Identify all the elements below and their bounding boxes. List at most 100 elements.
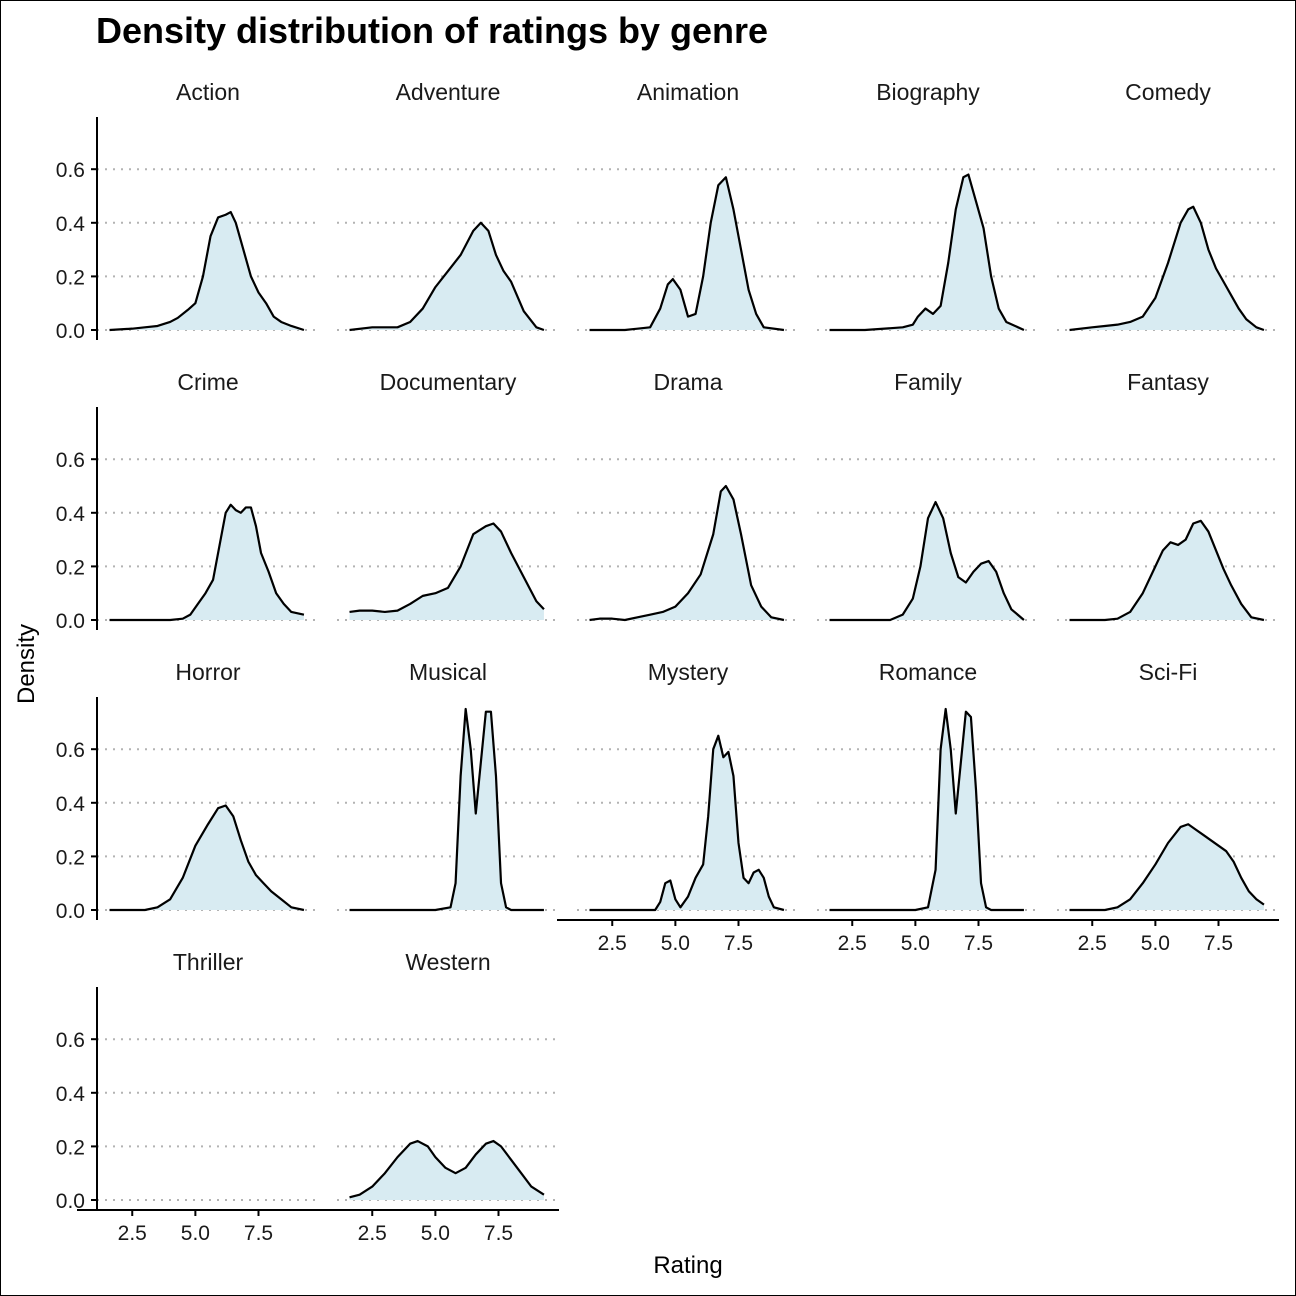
density-line	[1069, 823, 1265, 912]
density-area	[109, 212, 304, 330]
y-tick-label: 0.2	[56, 556, 85, 579]
panel-documentary: Documentary	[337, 369, 559, 621]
panel-title: Sci-Fi	[1139, 659, 1198, 685]
density-line	[349, 707, 544, 912]
density-line	[109, 804, 305, 912]
panel-family: Family	[817, 369, 1039, 622]
panel-title: Musical	[409, 659, 487, 685]
x-tick-label: 5.0	[661, 932, 690, 955]
panel-thriller: Thriller 0.0 0.2 0.4 0.6 2.5 5.0 7.5	[56, 949, 319, 1245]
panel-title: Comedy	[1125, 79, 1211, 105]
density-line	[589, 734, 785, 912]
panel-title: Biography	[876, 79, 980, 105]
panel-title: Documentary	[380, 369, 517, 395]
panel-crime: Crime 0.0 0.2 0.4 0.6	[56, 369, 319, 633]
density-line	[589, 176, 785, 332]
y-tick-label: 0.6	[56, 739, 85, 762]
x-tick-label: 2.5	[118, 1222, 147, 1245]
density-area	[829, 502, 1024, 620]
density-area	[589, 177, 784, 330]
panel-animation: Animation	[577, 79, 799, 332]
panel-comedy: Comedy	[1057, 79, 1279, 332]
panel-action: Action 0.0 0.2 0.4 0.6	[56, 79, 319, 343]
panel-mystery: Mystery 2.5 5.0 7.5	[557, 659, 799, 955]
panel-title: Animation	[637, 79, 739, 105]
panel-title: Horror	[175, 659, 241, 685]
panel-title: Fantasy	[1127, 369, 1209, 395]
panel-title: Family	[894, 369, 962, 395]
panel-title: Romance	[879, 659, 977, 685]
panel-romance: Romance 2.5 5.0 7.5	[797, 659, 1039, 955]
density-line	[829, 173, 1025, 332]
panel-title: Adventure	[396, 79, 501, 105]
x-tick-label: 5.0	[901, 932, 930, 955]
y-tick-label: 0.6	[56, 1029, 85, 1052]
y-tick-label: 0.0	[56, 610, 85, 633]
x-tick-label: 7.5	[484, 1222, 513, 1245]
density-line	[1069, 205, 1265, 332]
x-tick-label: 2.5	[838, 932, 867, 955]
y-tick-label: 0.4	[56, 793, 86, 816]
y-tick-label: 0.2	[56, 1136, 85, 1159]
panel-sci-fi: Sci-Fi 2.5 5.0 7.5	[1037, 659, 1279, 955]
y-tick-label: 0.6	[56, 449, 85, 472]
x-tick-label: 2.5	[1078, 932, 1107, 955]
x-tick-label: 7.5	[244, 1222, 273, 1245]
density-line	[829, 500, 1025, 622]
panel-title: Mystery	[648, 659, 729, 685]
panel-musical: Musical	[337, 659, 559, 912]
density-line	[109, 210, 305, 332]
density-area	[589, 486, 784, 620]
density-area	[349, 222, 544, 330]
x-tick-label: 5.0	[421, 1222, 450, 1245]
x-tick-label: 2.5	[358, 1222, 387, 1245]
panel-title: Thriller	[173, 949, 244, 975]
panel-title: Action	[176, 79, 240, 105]
density-line	[349, 1139, 545, 1199]
y-tick-label: 0.0	[56, 320, 85, 343]
density-area	[349, 1141, 544, 1200]
panel-fantasy: Fantasy	[1057, 369, 1279, 622]
y-tick-label: 0.4	[56, 503, 86, 526]
density-line	[349, 221, 545, 332]
density-line	[589, 484, 785, 622]
density-line	[1069, 519, 1265, 622]
x-tick-label: 2.5	[598, 932, 627, 955]
x-tick-label: 7.5	[1204, 932, 1233, 955]
x-axis-label: Rating	[653, 1252, 723, 1279]
density-line	[829, 707, 1024, 912]
panel-western: Western 2.5 5.0 7.5	[317, 949, 559, 1245]
panel-horror: Horror 0.0 0.2 0.4 0.6	[56, 659, 319, 923]
density-area	[589, 735, 784, 910]
density-area	[109, 504, 304, 620]
panel-adventure: Adventure	[337, 79, 559, 332]
density-area	[349, 523, 544, 620]
panel-title: Drama	[653, 369, 722, 395]
chart-title: Density distribution of ratings by genre	[96, 10, 769, 51]
x-tick-label: 7.5	[964, 932, 993, 955]
panel-title: Western	[405, 949, 490, 975]
density-area	[349, 709, 544, 910]
density-area	[829, 174, 1024, 330]
density-line	[109, 503, 305, 622]
y-tick-label: 0.6	[56, 159, 85, 182]
panel-drama: Drama	[577, 369, 799, 622]
y-tick-label: 0.4	[56, 213, 86, 236]
panel-title: Crime	[177, 369, 238, 395]
y-tick-label: 0.2	[56, 846, 85, 869]
y-tick-label: 0.0	[56, 1190, 85, 1213]
y-tick-label: 0.0	[56, 900, 85, 923]
x-tick-label: 5.0	[1141, 932, 1170, 955]
density-area	[829, 709, 1024, 910]
y-tick-label: 0.4	[56, 1083, 86, 1106]
x-tick-label: 7.5	[724, 932, 753, 955]
x-tick-label: 5.0	[181, 1222, 210, 1245]
density-area	[1069, 520, 1264, 620]
panel-biography: Biography	[817, 79, 1039, 332]
density-area	[1069, 824, 1264, 910]
y-tick-label: 0.2	[56, 266, 85, 289]
density-area	[109, 805, 304, 910]
density-line	[349, 522, 545, 614]
